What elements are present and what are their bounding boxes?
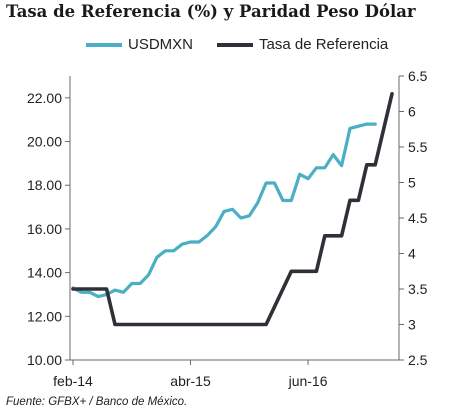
left-axis-tick-label: 22.00 — [27, 90, 62, 106]
legend-item-tasa: Tasa de Referencia — [217, 36, 388, 53]
left-axis-tick-label: 10.00 — [27, 352, 62, 368]
right-axis-tick-label: 3.5 — [408, 281, 428, 297]
x-axis-tick-label: feb-14 — [53, 373, 93, 389]
chart-title: Tasa de Referencia (%) y Paridad Peso Dó… — [6, 2, 416, 21]
right-axis-tick-label: 2.5 — [408, 352, 428, 368]
right-axis-tick-label: 5 — [408, 175, 416, 191]
series-line-tasa-de-referencia — [71, 92, 394, 327]
legend-label-usdmxn: USDMXN — [128, 36, 194, 53]
chart-axes: 10.00 12.00 14.00 16.00 18.00 20.00 22.00 2.5 3 3… — [27, 68, 428, 389]
right-axis-tick-label: 4.5 — [408, 210, 428, 226]
x-axis-tick-label: abr-15 — [170, 373, 211, 389]
legend-item-usdmxn: USDMXN — [86, 36, 193, 53]
chart-series — [71, 92, 394, 327]
left-axis-tick-label: 12.00 — [27, 308, 62, 324]
right-axis-tick-label: 5.5 — [408, 139, 428, 155]
legend-swatch-tasa — [217, 42, 254, 47]
x-axis-tick-label: jun-16 — [288, 373, 328, 389]
right-axis-tick-label: 4 — [408, 246, 416, 262]
left-axis-tick-label: 20.00 — [27, 134, 62, 150]
right-axis-tick-label: 6 — [408, 104, 416, 120]
chart-legend: USDMXN Tasa de Referencia — [86, 36, 412, 53]
left-axis-tick-label: 18.00 — [27, 177, 62, 193]
legend-label-tasa: Tasa de Referencia — [259, 36, 389, 53]
left-axis-tick-label: 16.00 — [27, 221, 62, 237]
right-axis-tick-label: 6.5 — [408, 68, 428, 84]
right-axis-tick-label: 3 — [408, 317, 416, 333]
legend-swatch-usdmxn — [86, 42, 122, 47]
left-axis-tick-label: 14.00 — [27, 265, 62, 281]
chart-source-note: Fuente: GFBX+ / Banco de México. — [6, 396, 188, 408]
series-line-usdmxn — [71, 122, 377, 299]
